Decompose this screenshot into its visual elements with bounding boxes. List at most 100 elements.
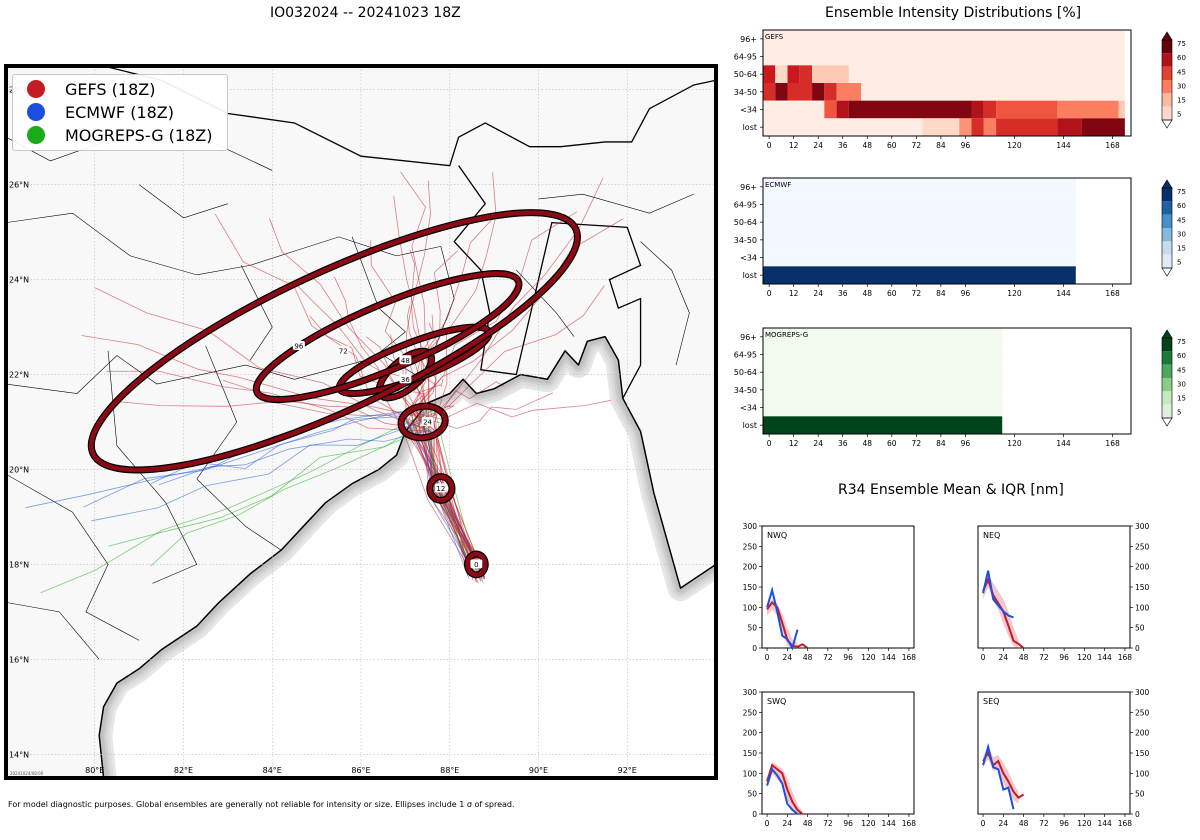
- ecmwf-mean-line: [766, 767, 799, 815]
- ecmwf-mean-line: [982, 742, 1015, 810]
- colorbar-tick-label: 5: [1177, 259, 1181, 267]
- x-tick-label: 96: [961, 439, 971, 448]
- y-tick-label: 200: [1135, 729, 1150, 738]
- y-tick-label: 300: [1135, 522, 1150, 531]
- heatmap-cell: [983, 100, 997, 119]
- gefs-member-track: [400, 171, 484, 573]
- y-tick-label: 34-50: [734, 236, 757, 245]
- colorbar-tick-label: 30: [1177, 82, 1186, 90]
- lat-tick-label: 24°N: [9, 276, 29, 285]
- heatmap-cell: [763, 213, 1076, 231]
- x-tick-label: 120: [1007, 289, 1022, 298]
- x-tick-label: 84: [936, 141, 946, 150]
- y-tick-label: 300: [743, 688, 758, 697]
- heatmap-cell: [812, 65, 849, 83]
- r34-panel-neq: 0 50 100 150 200 250 300 0 24 48 72 96 120 144 168 NEQ: [977, 522, 1150, 662]
- ellipse-hour-label: 12: [436, 485, 445, 493]
- legend-mogreps-marker: [27, 126, 45, 144]
- colorbar-tick-label: 15: [1177, 97, 1186, 105]
- x-tick-label: 168: [1118, 819, 1133, 828]
- mogreps-member-track: [40, 409, 479, 594]
- x-tick-label: 96: [843, 819, 853, 828]
- colorbar-tick-label: 45: [1177, 68, 1186, 76]
- x-tick-label: 48: [1019, 653, 1029, 662]
- x-tick-label: 48: [862, 289, 872, 298]
- y-tick-label: lost: [743, 421, 757, 430]
- x-tick-label: 48: [862, 439, 872, 448]
- heatmap-cell: [861, 83, 1125, 101]
- colorbar-band: [1162, 53, 1172, 67]
- colorbar-top-arrow: [1161, 31, 1173, 41]
- y-tick-label: 50: [1135, 624, 1145, 633]
- y-tick-label: 64-95: [734, 53, 757, 62]
- y-tick-label: <34: [740, 254, 757, 263]
- x-tick-label: 120: [1077, 819, 1092, 828]
- heatmap-cell: [1057, 100, 1119, 119]
- heatmap-cell: [775, 83, 788, 101]
- x-tick-label: 0: [767, 289, 772, 298]
- x-tick-label: 96: [1059, 819, 1069, 828]
- uncertainty-ellipse-72: [252, 270, 523, 403]
- x-tick-label: 24: [783, 653, 793, 662]
- heatmap-ecmwf: 96+ 64-95 50-64 34-50 <34 lost 0 12 24 36 48 60 72 84…: [734, 177, 1186, 298]
- r34-frame: [977, 525, 1131, 649]
- colorbar-band: [1162, 351, 1172, 365]
- label-bg: [421, 417, 434, 426]
- r34-panel-swq: 0 50 100 150 200 250 300 0 24 48 72 96 120 144 168 SWQ: [743, 688, 917, 828]
- state-border: [107, 350, 198, 584]
- heatmap-mogreps: 96+ 64-95 50-64 34-50 <34 lost 0 12 24 36 48 60 72 84…: [734, 327, 1186, 448]
- heatmap-cell: [996, 118, 1058, 136]
- colorbar-band: [1162, 228, 1172, 242]
- x-tick-label: 12: [789, 141, 799, 150]
- x-tick-label: 72: [1039, 653, 1049, 662]
- ecmwf-member-track: [25, 411, 485, 580]
- heatmap-cell: [763, 178, 1076, 196]
- heatmap-cell: [763, 83, 776, 101]
- heatmap-cell: [996, 100, 1058, 119]
- colorbar-band: [1162, 80, 1172, 94]
- x-tick-label: 48: [803, 819, 813, 828]
- heatmap-cell: [983, 118, 997, 136]
- y-tick-label: 100: [743, 769, 758, 778]
- colorbar-tick-label: 60: [1177, 54, 1186, 62]
- r34-panel-nwq: 0 50 100 150 200 250 300 0 24 48 72 96 120 144 168 NWQ: [743, 522, 917, 662]
- r34-panel-seq: 0 50 100 150 200 250 300 0 24 48 72 96 120 144 168 SEQ: [977, 688, 1150, 828]
- x-tick-label: 120: [1077, 653, 1092, 662]
- lon-tick-label: 90°E: [529, 766, 548, 775]
- y-tick-label: 64-95: [734, 201, 757, 210]
- ellipse-label-36: 36: [399, 374, 412, 384]
- heatmap-cell: [824, 83, 837, 101]
- label-bg: [399, 374, 412, 384]
- state-border: [351, 236, 406, 361]
- x-tick-label: 24: [783, 819, 793, 828]
- label-bg: [292, 341, 305, 351]
- state-border: [516, 269, 575, 337]
- x-tick-label: 0: [765, 819, 770, 828]
- colorbar-top-arrow: [1161, 329, 1173, 339]
- ellipse-hour-label: 48: [401, 357, 410, 365]
- y-tick-label: 96+: [740, 333, 757, 342]
- y-tick-label: 250: [1135, 542, 1150, 551]
- heatmap-cell: [763, 381, 1003, 399]
- colorbar-tick-label: 75: [1177, 188, 1186, 196]
- x-tick-label: 84: [936, 439, 946, 448]
- ellipse-label-24: 24: [421, 417, 434, 427]
- lon-tick-label: 82°E: [174, 766, 193, 775]
- r34-title: R34 Ensemble Mean & IQR [nm]: [838, 482, 1064, 498]
- storm-title: IO032024 -- 20241023 18Z: [270, 5, 461, 21]
- ellipse-label-0: 0: [470, 559, 483, 569]
- y-tick-label: 200: [743, 563, 758, 572]
- heatmap-cell: [836, 100, 849, 119]
- x-tick-label: 72: [912, 289, 922, 298]
- heatmap-cell: [971, 100, 984, 119]
- uncertainty-ellipse-24: [397, 402, 449, 442]
- track-map: 0 12 24 36 48 72 96 80°E 82°E 84°E 86°E 88°E 90°E 92°…: [4, 64, 718, 780]
- x-tick-label: 144: [1098, 819, 1113, 828]
- y-tick-label: lost: [743, 271, 757, 280]
- y-tick-label: <34: [740, 106, 757, 115]
- heatmap-cell: [763, 416, 1003, 434]
- lat-tick-label: 18°N: [9, 560, 29, 569]
- heatmap-cell: [812, 83, 825, 101]
- x-tick-label: 60: [887, 439, 897, 448]
- heatmap-cell: [824, 100, 837, 119]
